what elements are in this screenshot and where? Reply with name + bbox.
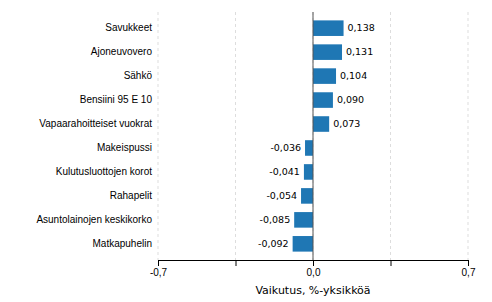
grid-line: [235, 12, 236, 260]
y-tick: Savukkeet: [105, 22, 158, 33]
x-tick: -0,7: [150, 260, 168, 278]
bar: [305, 140, 313, 156]
data-label: -0,054: [266, 190, 297, 201]
x-axis-title: Vaikutus, %-yksikköä: [255, 284, 370, 297]
x-tick: 0,7: [462, 260, 476, 278]
x-tick-mark: [313, 260, 314, 266]
y-tick-label: Savukkeet: [105, 22, 152, 33]
x-tick: [391, 260, 392, 266]
bar: [313, 116, 329, 132]
data-label: -0,085: [260, 214, 291, 225]
y-tick: Vapaarahoitteiset vuokrat: [39, 118, 158, 129]
bars: [293, 20, 344, 251]
y-tick-label: Sähkö: [124, 70, 153, 81]
y-tick-label: Vapaarahoitteiset vuokrat: [39, 118, 152, 129]
y-tick: Matkapuhelin: [93, 238, 158, 249]
bar: [313, 20, 344, 36]
y-tick-label: Asuntolainojen keskikorko: [36, 214, 152, 225]
data-labels: -0,092 -0,085 -0,054 -0,041 -0,036 0,073 0,090…: [258, 22, 375, 249]
y-tick: Kulutusluottojen korot: [56, 166, 158, 177]
y-tick: Sähkö: [124, 70, 158, 81]
data-label: 0,090: [337, 94, 364, 105]
data-label: -0,036: [270, 142, 301, 153]
x-tick-label: -0,7: [150, 267, 168, 278]
y-tick-label: Matkapuhelin: [93, 238, 152, 249]
bar: [293, 236, 313, 252]
bar: [313, 68, 336, 84]
y-tick-label: Rahapelit: [110, 190, 152, 201]
y-tick: Rahapelit: [110, 190, 158, 201]
grid-line: [158, 12, 159, 260]
x-tick-mark: [468, 260, 469, 266]
bar: [313, 44, 342, 60]
y-tick-label: Kulutusluottojen korot: [56, 166, 152, 177]
y-tick: Asuntolainojen keskikorko: [36, 214, 158, 225]
bar: [313, 92, 333, 108]
data-label: 0,138: [348, 22, 375, 33]
data-label: -0,041: [269, 166, 300, 177]
y-axis: Matkapuhelin Asuntolainojen keskikorko Rah…: [36, 22, 158, 249]
y-tick: Bensiini 95 E 10: [80, 94, 158, 105]
x-tick: [236, 260, 237, 266]
bar: [294, 212, 313, 228]
x-axis-line: [159, 261, 469, 267]
x-tick-label: 0,7: [462, 267, 476, 278]
data-label: -0,092: [258, 238, 289, 249]
x-axis: -0,7 0,0 0,7: [150, 260, 476, 278]
grid-line: [313, 12, 314, 260]
grid-line: [468, 12, 469, 260]
y-tick-label: Ajoneuvovero: [91, 46, 153, 57]
grid: [158, 12, 468, 260]
chart: -0,7 0,0 0,7 Matkapuhelin Asuntolainojen kes…: [0, 0, 492, 302]
x-tick-label: 0,0: [307, 267, 321, 278]
data-label: 0,073: [333, 118, 360, 129]
x-tick-mark: [391, 260, 392, 266]
x-tick-mark: [236, 260, 237, 266]
zero-line: [313, 12, 314, 260]
y-tick-label: Bensiini 95 E 10: [80, 94, 153, 105]
x-tick: 0,0: [307, 260, 321, 278]
bar: [301, 188, 313, 204]
plot: -0,7 0,0 0,7 Matkapuhelin Asuntolainojen kes…: [36, 12, 476, 278]
data-label: 0,131: [346, 46, 373, 57]
data-label: 0,104: [340, 70, 367, 81]
bar: [304, 164, 313, 180]
grid-line: [390, 12, 391, 260]
y-tick: Ajoneuvovero: [91, 46, 158, 57]
x-tick-mark: [158, 260, 159, 266]
y-tick: Makeispussi: [97, 142, 158, 153]
y-tick-label: Makeispussi: [97, 142, 152, 153]
